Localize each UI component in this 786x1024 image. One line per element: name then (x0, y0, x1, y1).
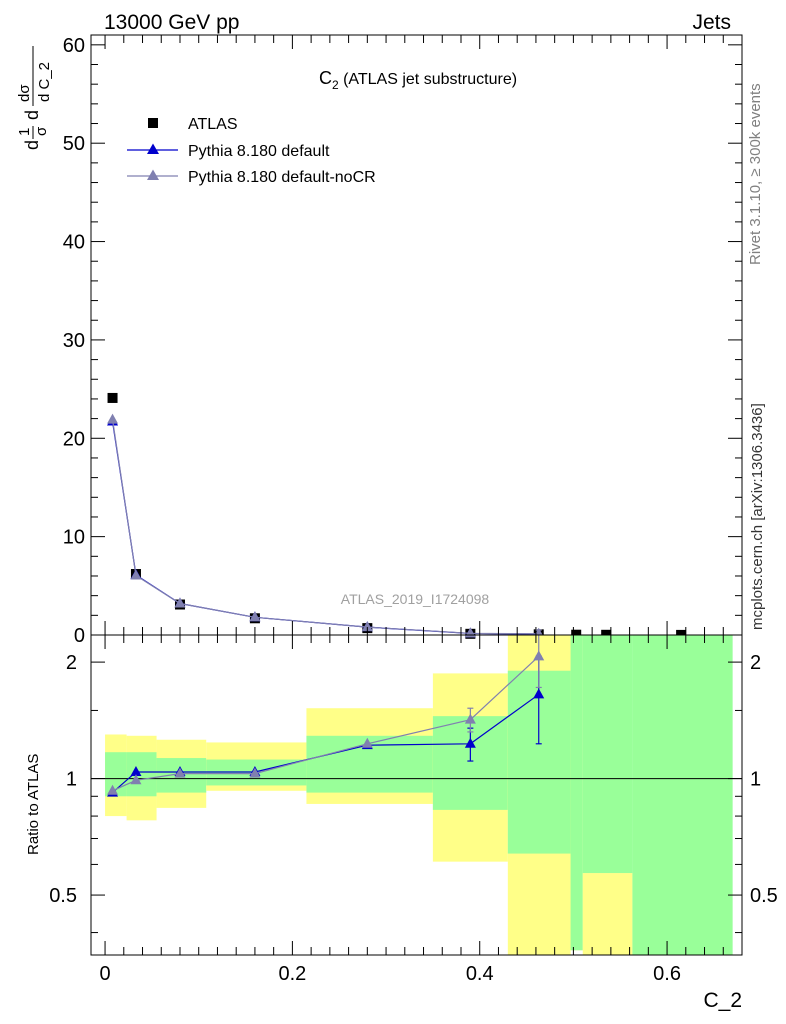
x-tick-label: 0 (99, 963, 110, 985)
rivet-label: Rivet 3.1.10, ≥ 300k events (747, 83, 764, 265)
ratio-pythia-8-180-default-point (533, 688, 545, 699)
svg-text:d: d (22, 110, 42, 120)
ratio-band-yellow (582, 873, 633, 955)
pythia-8-180-default-nocr-point (107, 413, 119, 424)
ratio-band-green (570, 635, 583, 951)
ratio-band-green (632, 635, 733, 955)
legend: ATLAS Pythia 8.180 default Pythia 8.180 … (127, 116, 376, 186)
ratio-bands (105, 635, 733, 955)
ratio-y-tick-label-right: 0.5 (750, 885, 778, 907)
ratio-pythia-8-180-default-nocr-point (130, 774, 142, 785)
legend-pythia-default-marker (147, 143, 159, 154)
series-pythia-8-180-default-nocr (107, 413, 545, 638)
main-y-tick-label: 10 (63, 527, 85, 549)
svg-text:d: d (22, 140, 42, 150)
ratio-y-axis-label: Ratio to ATLAS (25, 754, 42, 855)
main-y-tick-label: 20 (63, 428, 85, 450)
main-y-tick-label: 0 (74, 625, 85, 647)
ratio-pythia-8-180-default-nocr-point (174, 767, 186, 778)
ratio-pythia-8-180-default-nocr-point (533, 650, 545, 661)
main-y-tick-label: 40 (63, 232, 85, 254)
svg-text:σ: σ (33, 126, 50, 136)
svg-text:1: 1 (16, 128, 33, 136)
ratio-pythia-8-180-default-point (130, 765, 142, 776)
x-tick-label: 0.6 (653, 963, 681, 985)
main-y-tick-label: 50 (63, 133, 85, 155)
process-label: Jets (692, 11, 731, 34)
svg-text:d C_2: d C_2 (36, 62, 53, 102)
legend-pythia-nocr-label: Pythia 8.180 default-noCR (188, 169, 376, 186)
ratio-pythia-8-180-default-nocr-point (249, 767, 261, 778)
main-axes: 0 10 20 30 40 50 60 (63, 35, 742, 647)
legend-pythia-nocr-marker (147, 169, 159, 180)
x-tick-label: 0.2 (278, 963, 306, 985)
ratio-y-tick-label-right: 1 (750, 769, 761, 791)
main-y-tick-label: 30 (63, 330, 85, 352)
energy-label: 13000 GeV pp (104, 11, 239, 34)
legend-entry-pythia-default: Pythia 8.180 default (127, 143, 330, 160)
pythia-8-180-default-nocr-point (249, 611, 261, 622)
legend-entry-atlas: ATLAS (148, 116, 238, 133)
ratio-y-tick-label-right: 2 (750, 652, 761, 674)
x-tick-label: 0.4 (466, 963, 494, 985)
source-label: mcplots.cern.ch [arXiv:1306.3436] (749, 403, 766, 630)
ratio-band-green (582, 635, 633, 874)
main-y-axis-label: d 1 σ d dσ d C_2 (16, 46, 53, 150)
main-y-tick-label: 60 (63, 35, 85, 57)
ratio-pythia-8-180-default-nocr-point (361, 737, 373, 748)
svg-text:dσ: dσ (16, 84, 33, 102)
atlas-point (107, 392, 118, 403)
ratio-series-pythia-8-180-default-nocr (107, 629, 545, 795)
pythia-8-180-default-nocr-point (361, 621, 373, 632)
ratio-marks (107, 629, 545, 797)
ratio-band-green (126, 752, 157, 797)
pythia-8-180-default-nocr-point (174, 597, 186, 608)
pythia-8-180-default-nocr-point (130, 569, 142, 580)
ratio-frame (90, 634, 743, 956)
x-axis-label: C_2 (703, 989, 742, 1012)
ratio-y-tick-label: 0.5 (49, 885, 77, 907)
ratio-pythia-8-180-default-point (464, 737, 476, 748)
ratio-pythia-8-180-default-nocr-point (464, 713, 476, 724)
main-title: C2 (ATLAS jet substructure) (319, 68, 517, 92)
ratio-y-tick-label: 1 (66, 769, 77, 791)
main-watermark: ATLAS_2019_I1724098 (341, 591, 490, 607)
ratio-y-tick-label: 2 (66, 652, 77, 674)
legend-atlas-label: ATLAS (188, 116, 238, 133)
ratio-panel: 0.5 0.5 1 1 2 2 0 0.2 0.4 0.6 Ratio to ATLAS C_2 (25, 629, 778, 1012)
ratio-axes: 0.5 0.5 1 1 2 2 0 0.2 0.4 0.6 (49, 635, 778, 985)
legend-entry-pythia-nocr: Pythia 8.180 default-noCR (127, 169, 376, 186)
ratio-pythia-8-180-default-nocr-point (107, 784, 119, 795)
legend-pythia-default-label: Pythia 8.180 default (188, 143, 330, 160)
legend-atlas-marker (148, 118, 158, 128)
main-panel: ATLAS_2019_I1724098 C2 (ATLAS jet substr… (16, 34, 743, 647)
